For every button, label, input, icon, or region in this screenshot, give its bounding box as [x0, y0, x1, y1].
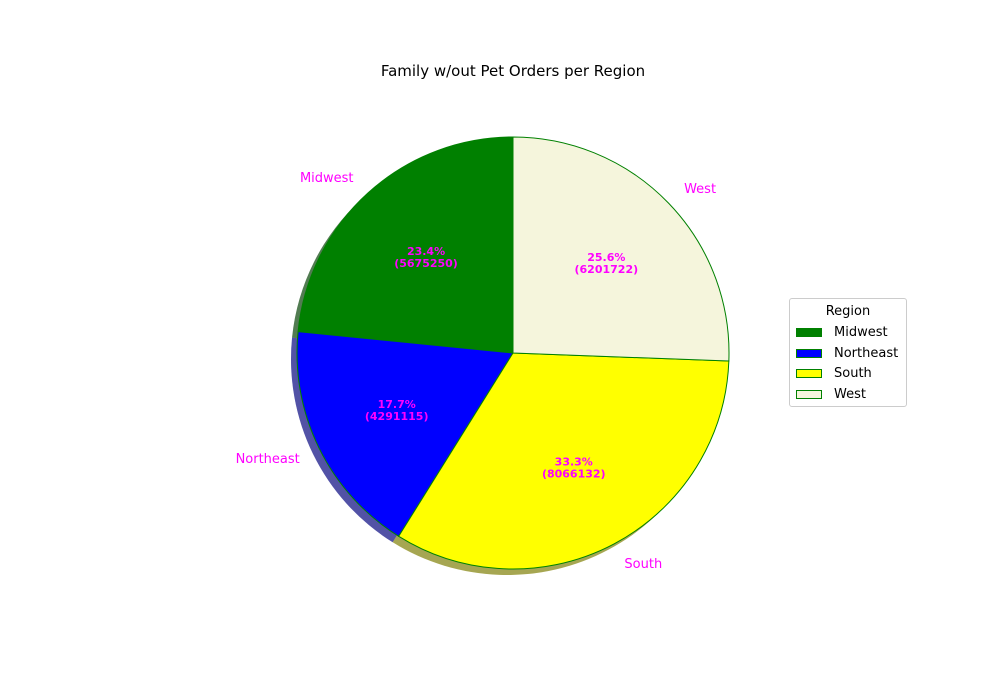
value-label-south: (8066132) [542, 467, 606, 480]
slice-label-west: West [684, 182, 716, 197]
slice-label-south: South [624, 557, 662, 572]
slice-label-northeast: Northeast [236, 452, 300, 467]
legend-label-midwest: Midwest [834, 324, 888, 340]
percent-label-west: 25.6% [587, 251, 625, 264]
legend-item-south: South [796, 364, 872, 382]
value-label-west: (6201722) [575, 263, 639, 276]
slice-south [398, 352, 730, 570]
percent-label-south: 33.3% [555, 455, 593, 468]
slice-midwest [297, 136, 514, 354]
legend-swatch-northeast [796, 348, 822, 358]
legend-item-west: West [796, 385, 866, 403]
pie-slices [296, 136, 730, 570]
value-label-northeast: (4291115) [365, 410, 429, 423]
legend-label-west: West [834, 386, 866, 402]
legend-swatch-south [796, 368, 822, 378]
legend-title: Region [825, 304, 871, 319]
legend-item-midwest: Midwest [796, 323, 888, 341]
percent-label-midwest: 23.4% [407, 245, 445, 258]
chart-title: Family w/out Pet Orders per Region [381, 62, 645, 80]
legend: Region Midwest Northeast South West [789, 298, 907, 407]
slice-northeast [296, 331, 514, 537]
slice-west [512, 136, 730, 362]
value-label-midwest: (5675250) [394, 257, 458, 270]
legend-label-south: South [834, 365, 872, 381]
slice-label-midwest: Midwest [300, 171, 354, 186]
percent-label-northeast: 17.7% [378, 398, 416, 411]
legend-swatch-west [796, 389, 822, 399]
legend-label-northeast: Northeast [834, 345, 899, 361]
legend-swatch-midwest [796, 327, 822, 337]
slice-labels: Midwest 23.4%(5675250) Northeast 17.7%(4291… [236, 171, 716, 572]
legend-item-northeast: Northeast [796, 344, 898, 362]
